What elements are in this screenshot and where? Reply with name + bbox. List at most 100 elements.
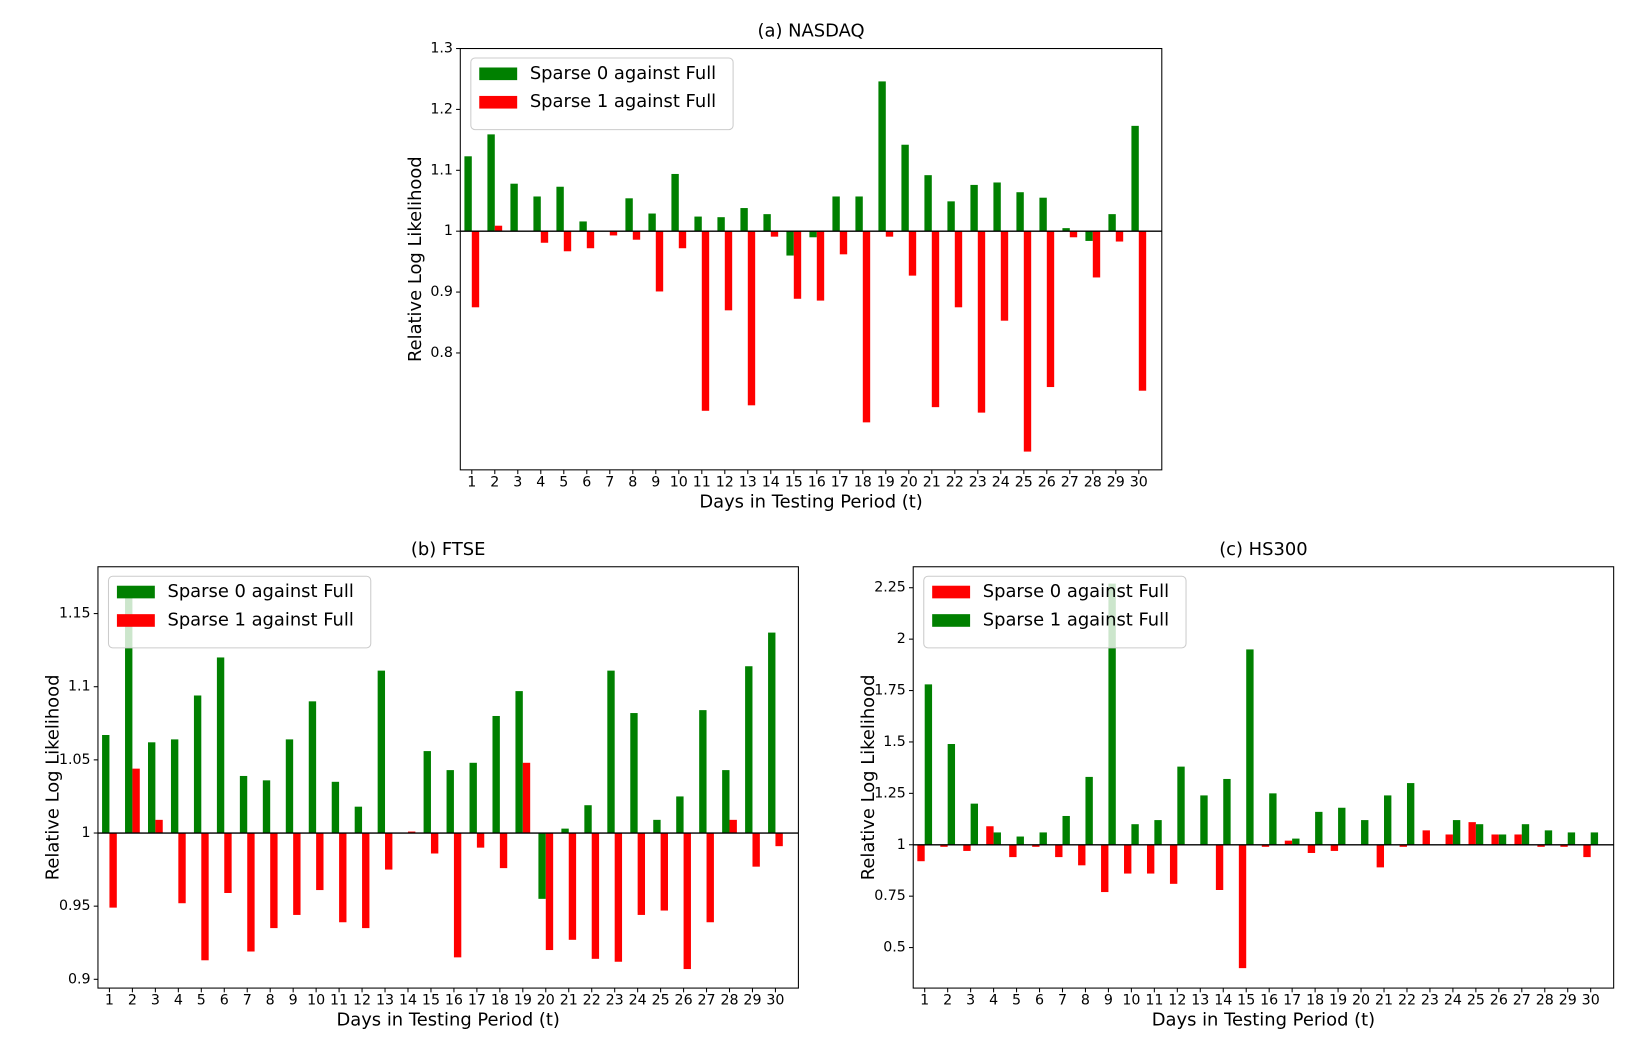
x-tick-label: 16 bbox=[808, 474, 826, 490]
x-tick-label: 18 bbox=[1306, 993, 1324, 1009]
x-tick-label: 26 bbox=[1038, 474, 1056, 490]
y-tick-label: 0.95 bbox=[59, 898, 91, 914]
bar bbox=[170, 739, 179, 834]
bar bbox=[125, 588, 133, 834]
bar bbox=[1315, 811, 1323, 845]
bar bbox=[545, 833, 554, 951]
x-tick-label: 20 bbox=[1352, 993, 1370, 1009]
x-tick-label: 21 bbox=[923, 474, 941, 490]
bar bbox=[1475, 824, 1484, 845]
plot-area bbox=[102, 588, 783, 970]
bar bbox=[609, 231, 618, 236]
bar bbox=[561, 828, 569, 834]
x-axis-label: Days in Testing Period (t) bbox=[699, 492, 922, 513]
x-tick-label: 26 bbox=[675, 993, 693, 1009]
x-tick-label: 20 bbox=[900, 474, 918, 490]
legend: Sparse 0 against Full Sparse 1 against Fu… bbox=[107, 575, 372, 649]
x-tick-label: 6 bbox=[1035, 993, 1044, 1009]
y-tick-label: 1.05 bbox=[59, 752, 91, 768]
x-tick-label: 7 bbox=[243, 993, 252, 1009]
bar bbox=[908, 231, 917, 276]
legend-label: Sparse 0 against Full bbox=[530, 63, 716, 84]
bar bbox=[1016, 836, 1024, 845]
legend-frame bbox=[107, 575, 372, 649]
bar bbox=[655, 231, 664, 292]
x-tick-label: 3 bbox=[513, 474, 522, 490]
y-tick-label: 0.75 bbox=[874, 888, 906, 904]
y-tick-label: 1 bbox=[897, 837, 906, 853]
bar bbox=[1238, 844, 1247, 969]
y-tick-label: 1.2 bbox=[430, 101, 453, 117]
legend-swatch bbox=[932, 585, 971, 599]
bar bbox=[878, 81, 886, 232]
bar bbox=[970, 184, 978, 232]
legend-frame bbox=[923, 575, 1187, 649]
bar bbox=[1108, 214, 1116, 232]
bar bbox=[591, 833, 600, 959]
chart-title: (b) FTSE bbox=[411, 539, 486, 560]
bar bbox=[515, 691, 523, 834]
bar bbox=[385, 833, 393, 870]
bar bbox=[1177, 766, 1185, 845]
x-tick-label: 5 bbox=[559, 474, 568, 490]
bar bbox=[1085, 776, 1093, 845]
bar bbox=[1069, 231, 1078, 238]
bar bbox=[533, 196, 541, 232]
x-tick-label: 24 bbox=[1444, 993, 1462, 1009]
bar bbox=[1085, 231, 1093, 241]
bar bbox=[1009, 844, 1017, 858]
bar bbox=[752, 833, 760, 867]
y-tick-label: 0.9 bbox=[430, 284, 453, 300]
x-tick-label: 8 bbox=[628, 474, 637, 490]
bar bbox=[1445, 834, 1453, 845]
y-tick-label: 0.9 bbox=[68, 971, 91, 987]
bar bbox=[1215, 844, 1224, 890]
x-tick-label: 30 bbox=[766, 993, 784, 1009]
bar bbox=[701, 231, 710, 411]
x-tick-label: 30 bbox=[1130, 474, 1148, 490]
x-tick-label: 29 bbox=[743, 993, 761, 1009]
bar bbox=[1498, 834, 1507, 845]
bar bbox=[970, 803, 979, 845]
bar bbox=[706, 833, 714, 923]
bar bbox=[453, 833, 462, 958]
legend-swatch bbox=[479, 95, 518, 109]
bar bbox=[476, 833, 485, 848]
bar bbox=[1055, 844, 1063, 858]
bar bbox=[1246, 649, 1254, 845]
bar bbox=[607, 670, 615, 834]
bar bbox=[1544, 830, 1553, 845]
y-tick-label: 2 bbox=[897, 631, 906, 647]
bar bbox=[1590, 832, 1599, 845]
bar bbox=[1154, 820, 1162, 845]
bar bbox=[407, 831, 416, 834]
bar bbox=[216, 657, 225, 834]
chart-title: (a) NASDAQ bbox=[758, 21, 865, 42]
bar bbox=[1583, 844, 1591, 858]
x-tick-label: 23 bbox=[606, 993, 624, 1009]
bar bbox=[717, 217, 725, 232]
bar bbox=[770, 231, 779, 237]
x-tick-label: 28 bbox=[1536, 993, 1554, 1009]
x-tick-label: 3 bbox=[151, 993, 160, 1009]
bar bbox=[354, 806, 363, 834]
y-tick-label: 1.1 bbox=[430, 162, 453, 178]
bar bbox=[147, 742, 156, 834]
bar bbox=[494, 225, 503, 232]
axes-frame bbox=[97, 566, 799, 989]
bar bbox=[671, 173, 679, 232]
x-tick-label: 15 bbox=[785, 474, 803, 490]
bar bbox=[1078, 844, 1086, 866]
bar bbox=[1092, 231, 1101, 278]
bar bbox=[653, 819, 661, 834]
x-tick-label: 23 bbox=[1421, 993, 1439, 1009]
x-tick-label: 20 bbox=[537, 993, 555, 1009]
x-tick-label: 4 bbox=[174, 993, 183, 1009]
x-tick-label: 29 bbox=[1559, 993, 1577, 1009]
bar bbox=[469, 762, 477, 834]
bar bbox=[747, 231, 756, 406]
bar bbox=[648, 213, 656, 232]
bar bbox=[1131, 125, 1139, 232]
x-tick-label: 17 bbox=[1283, 993, 1301, 1009]
bar bbox=[775, 833, 783, 847]
